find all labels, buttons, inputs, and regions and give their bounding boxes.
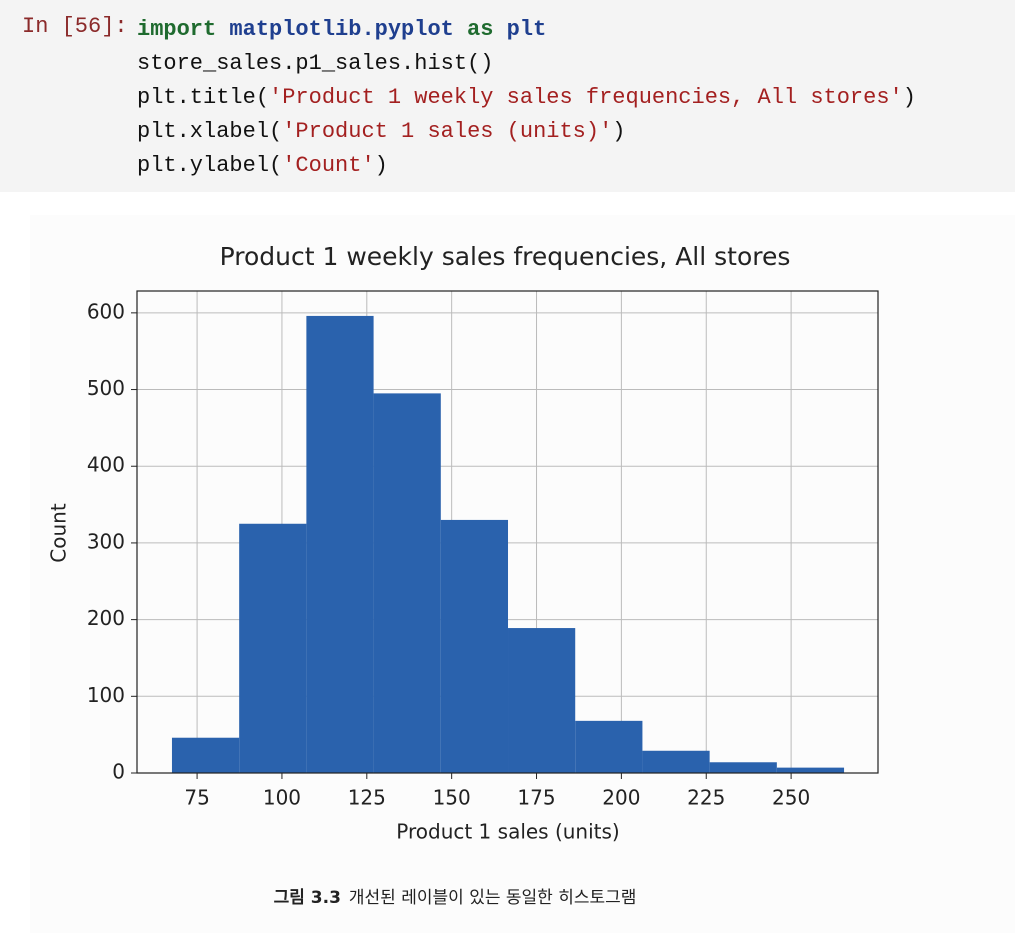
x-tick-label: 250 xyxy=(772,786,810,810)
x-tick-label: 125 xyxy=(348,786,386,810)
code-token: ) xyxy=(612,119,626,144)
code-token: store_sales.p1_sales.hist() xyxy=(137,51,494,76)
caption-label: 그림 3.3 xyxy=(274,888,341,908)
chart: Product 1 weekly sales frequencies, All … xyxy=(30,215,1015,933)
plot-frame xyxy=(136,290,879,774)
code-line: import matplotlib.pyplot as plt xyxy=(137,14,546,46)
y-tick-label: 100 xyxy=(87,683,125,707)
x-tick-label: 100 xyxy=(263,786,301,810)
bar xyxy=(306,315,374,773)
prompt: In [56]: xyxy=(22,14,128,39)
code-token: 'Product 1 weekly sales frequencies, All… xyxy=(269,85,903,110)
y-tick-label: 200 xyxy=(87,606,125,630)
code-token: plt.ylabel( xyxy=(137,153,283,178)
code-token: as xyxy=(453,17,494,42)
code-token: matplotlib.pyplot xyxy=(216,17,454,42)
code-line: plt.title('Product 1 weekly sales freque… xyxy=(137,82,916,114)
code-token: 'Count' xyxy=(282,153,375,178)
code-token: 'Product 1 sales (units)' xyxy=(282,119,613,144)
bar xyxy=(709,762,777,773)
y-tick-label: 0 xyxy=(112,760,125,784)
y-tick-label: 500 xyxy=(87,376,125,400)
chart-title: Product 1 weekly sales frequencies, All … xyxy=(220,242,791,271)
figure-background xyxy=(30,215,1015,933)
code-token: plt xyxy=(493,17,547,42)
x-tick-label: 150 xyxy=(433,786,471,810)
bar xyxy=(171,737,240,773)
bar xyxy=(239,523,307,773)
caption: 그림 3.3 개선된 레이블이 있는 동일한 히스토그램 xyxy=(274,888,637,908)
x-tick-label: 200 xyxy=(602,786,640,810)
code-token: ) xyxy=(902,85,916,110)
code-token: plt.title( xyxy=(137,85,270,110)
caption-text: 개선된 레이블이 있는 동일한 히스토그램 xyxy=(349,888,637,908)
y-tick-label: 400 xyxy=(87,453,125,477)
bar xyxy=(776,767,845,773)
bar xyxy=(642,750,710,773)
bar xyxy=(440,519,509,773)
bar xyxy=(575,720,643,773)
bar xyxy=(373,393,441,773)
code-line: store_sales.p1_sales.hist() xyxy=(137,48,493,80)
y-tick-label: 300 xyxy=(87,529,125,553)
y-tick-label: 600 xyxy=(87,299,125,323)
x-tick-label: 175 xyxy=(517,786,555,810)
x-tick-label: 225 xyxy=(687,786,725,810)
bar xyxy=(508,628,576,773)
code-line: plt.xlabel('Product 1 sales (units)') xyxy=(137,116,626,148)
y-axis-label: Count xyxy=(47,503,71,563)
code-token: plt.xlabel( xyxy=(137,119,283,144)
x-tick-label: 75 xyxy=(184,786,209,810)
code-token: import xyxy=(137,17,217,42)
code-line: plt.ylabel('Count') xyxy=(137,150,388,182)
code-cell: In [56]: import matplotlib.pyplot as plt… xyxy=(0,0,1015,192)
x-axis-label: Product 1 sales (units) xyxy=(396,820,619,844)
code-token: ) xyxy=(374,153,388,178)
